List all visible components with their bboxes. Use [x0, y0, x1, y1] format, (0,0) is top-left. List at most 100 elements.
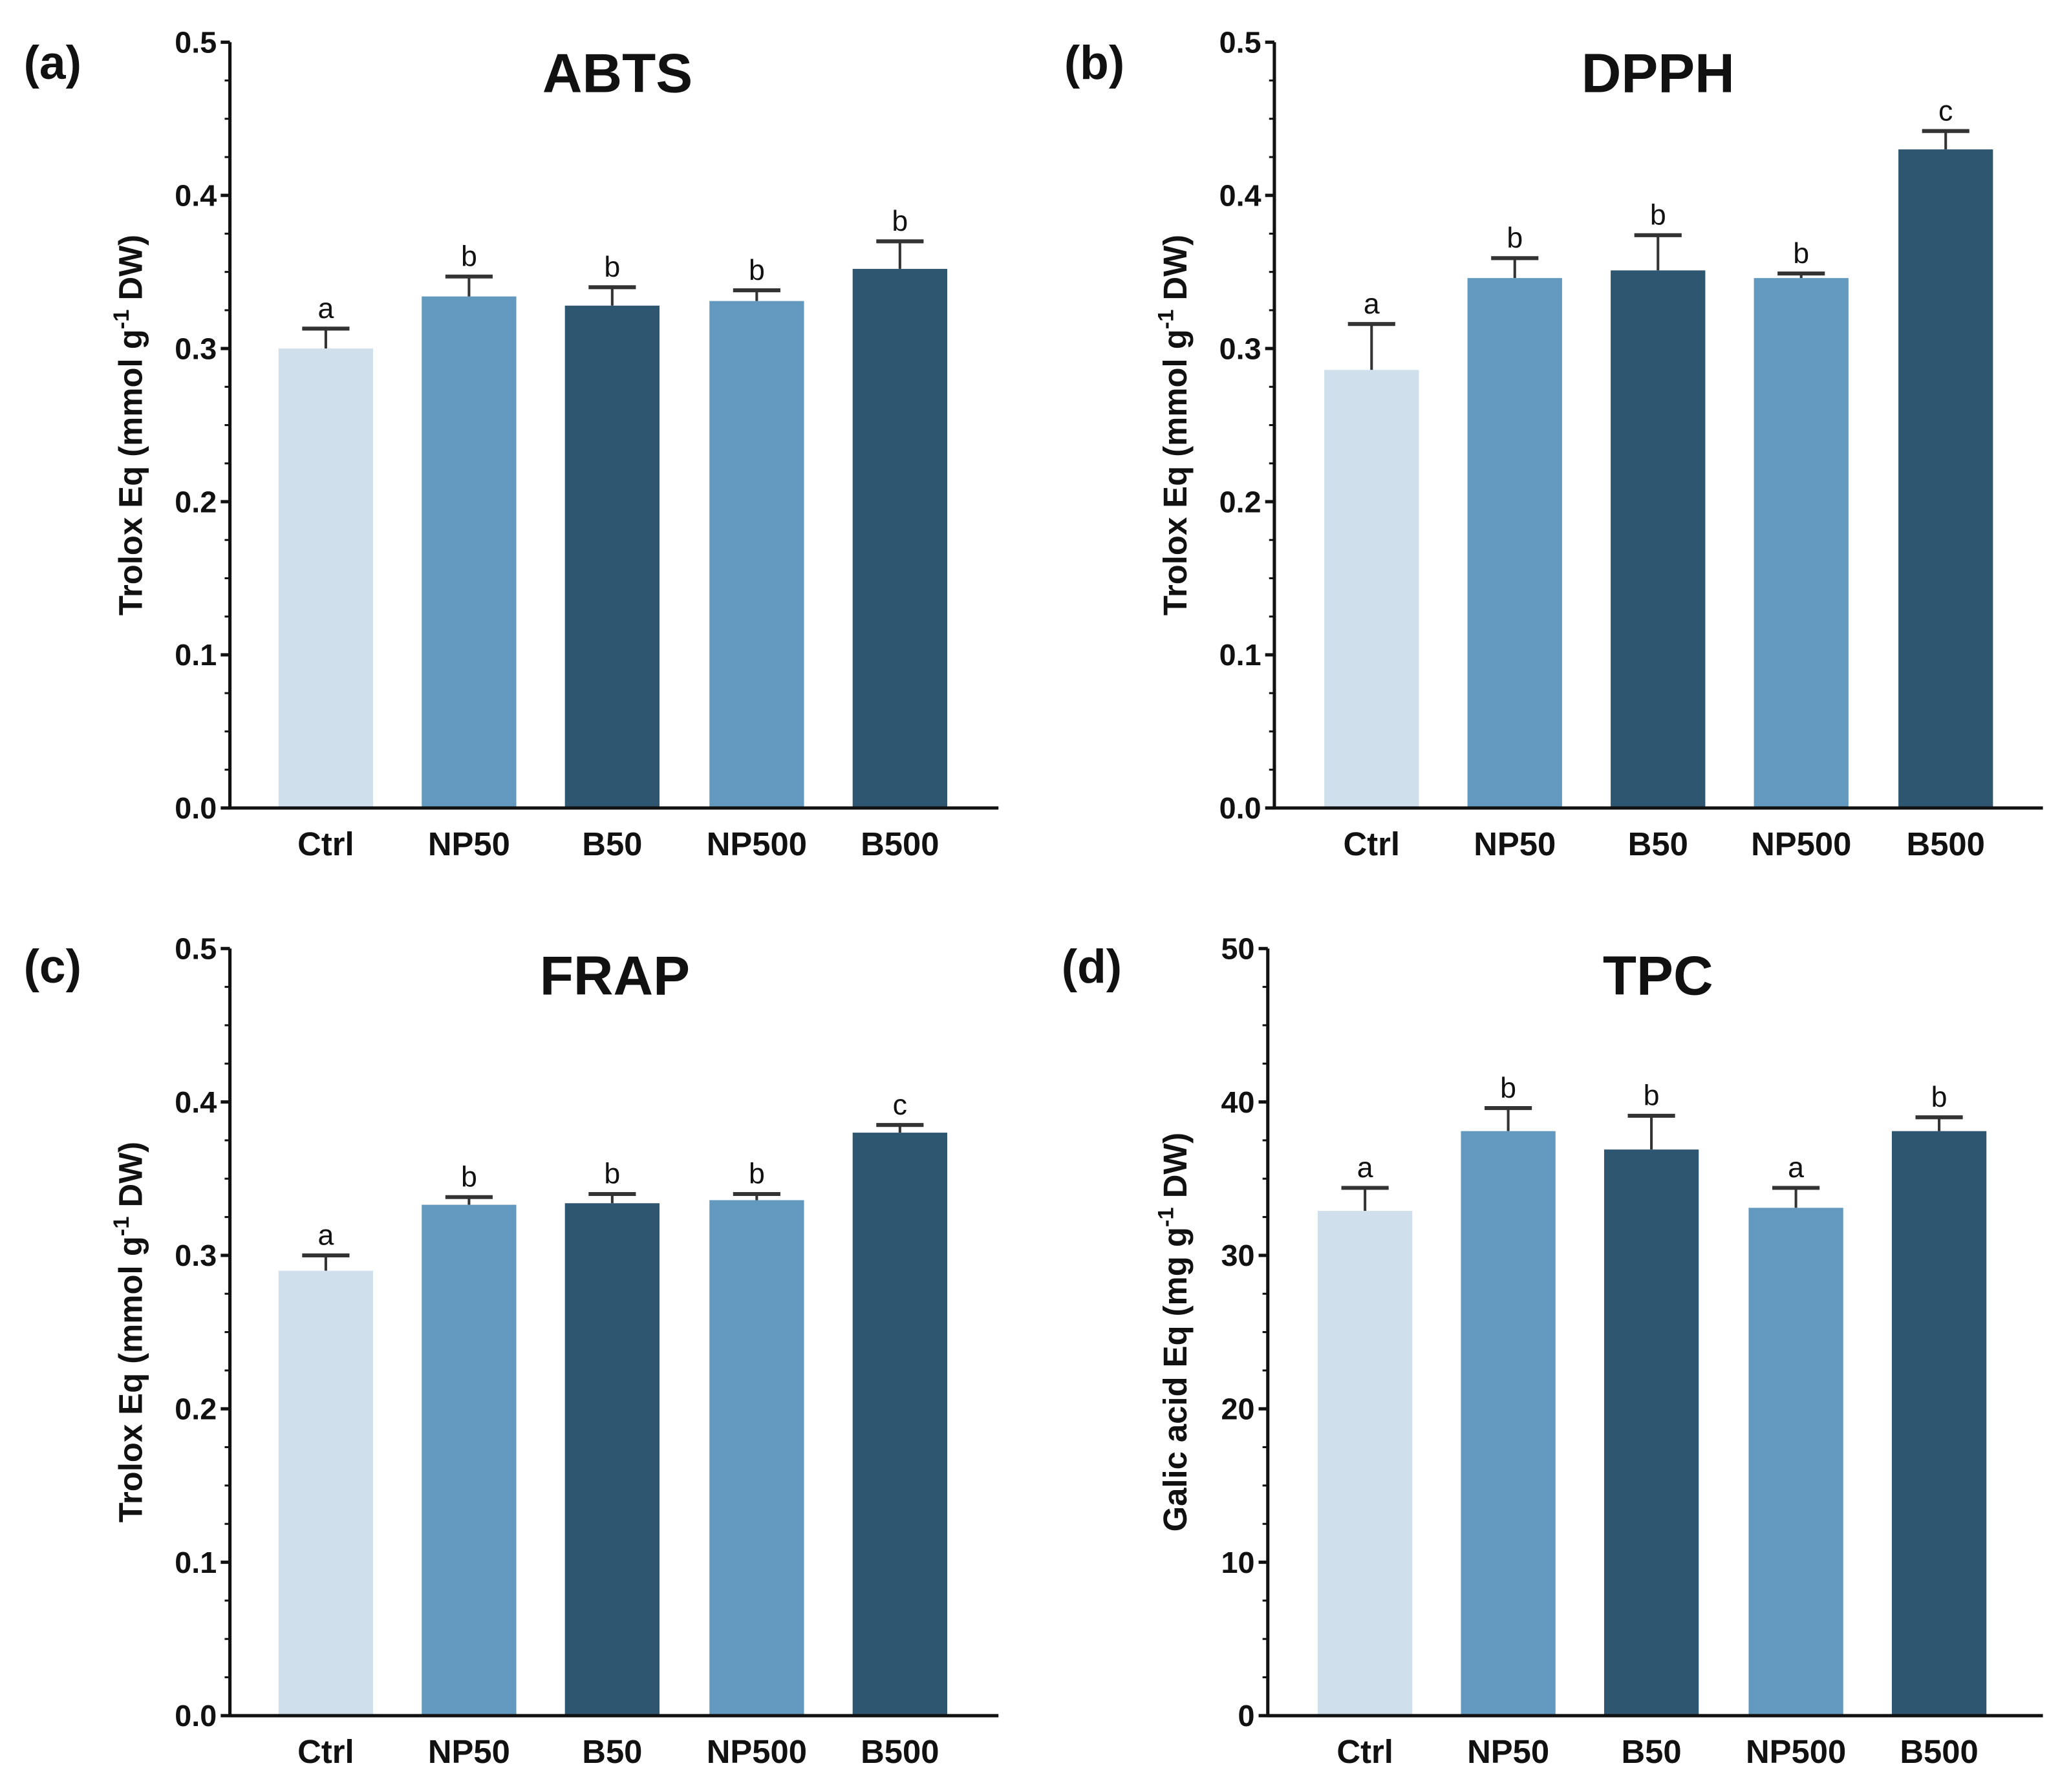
panel-label: (c)	[24, 941, 81, 993]
panel-label: (b)	[1064, 37, 1124, 89]
bar-b50	[1604, 1149, 1699, 1716]
significance-letter: c	[893, 1089, 907, 1121]
bar-ctrl	[1324, 370, 1419, 808]
x-tick-label: B50	[582, 826, 642, 862]
y-tick-label: 0.2	[1219, 485, 1261, 518]
panel-label: (a)	[24, 37, 81, 89]
y-tick-label: 0.0	[175, 791, 217, 825]
bar-b50	[564, 1203, 660, 1716]
x-tick-label: B500	[861, 1733, 939, 1770]
bar-ctrl	[278, 348, 374, 808]
significance-letter: b	[604, 1158, 620, 1190]
y-tick-label: 20	[1221, 1392, 1254, 1426]
x-tick-label: NP500	[1751, 826, 1851, 862]
x-tick-label: B50	[1628, 826, 1688, 862]
x-tick-label: NP500	[1746, 1733, 1846, 1770]
x-tick-label: NP50	[1467, 1733, 1549, 1770]
y-tick-label: 0.2	[175, 485, 217, 518]
significance-letter: a	[317, 1220, 334, 1252]
y-tick-label: 0.4	[175, 178, 217, 212]
y-tick-label: 0.5	[175, 26, 217, 59]
chart-title: ABTS	[542, 43, 692, 104]
y-tick-label: 0.3	[175, 1239, 217, 1272]
panel-tpc: (d) TPC Galic acid Eq (mg g-1 DW) a Ctrl b NP5…	[1062, 932, 2043, 1770]
bar-np500	[1748, 1208, 1843, 1716]
y-tick-label: 0.3	[175, 332, 217, 365]
x-tick-label: B50	[1621, 1733, 1681, 1770]
y-axis-label: Galic acid Eq (mg g-1 DW)	[1153, 1133, 1193, 1532]
bar-np500	[1754, 278, 1849, 808]
y-tick-label: 0.5	[175, 932, 217, 966]
bar-b500	[852, 268, 947, 808]
x-tick-label: NP50	[1474, 826, 1556, 862]
y-tick-label: 10	[1221, 1546, 1254, 1579]
x-tick-label: B500	[861, 826, 939, 862]
significance-letter: b	[1500, 1072, 1516, 1104]
y-axis-label: Trolox Eq (mmol g-1 DW)	[109, 235, 149, 615]
significance-letter: a	[1357, 1152, 1373, 1184]
x-tick-label: B50	[582, 1733, 642, 1770]
significance-letter: b	[604, 251, 620, 283]
bar-b500	[852, 1133, 947, 1716]
y-tick-label: 50	[1221, 932, 1254, 966]
bar-np500	[709, 301, 804, 808]
bar-np50	[1467, 278, 1562, 808]
panel-frap: (c) FRAP Trolox Eq (mmol g-1 DW) a Ctrl b NP50…	[24, 932, 999, 1770]
y-tick-label: 0.4	[175, 1085, 217, 1119]
chart-title: TPC	[1603, 945, 1713, 1007]
y-tick-label: 0.2	[175, 1392, 217, 1426]
y-tick-label: 0.0	[1219, 791, 1261, 825]
y-tick-label: 0.1	[175, 1546, 217, 1579]
x-tick-label: Ctrl	[1336, 1733, 1393, 1770]
x-tick-label: NP500	[707, 826, 807, 862]
y-tick-label: 0.1	[175, 638, 217, 672]
x-tick-label: NP500	[707, 1733, 807, 1770]
bar-b500	[1898, 149, 1993, 808]
significance-letter: b	[1507, 222, 1523, 254]
panel-dpph: (b) DPPH Trolox Eq (mmol g-1 DW) a Ctrl b NP50…	[1064, 26, 2043, 862]
y-tick-label: 0.0	[175, 1699, 217, 1733]
chart-title: DPPH	[1582, 43, 1735, 104]
significance-letter: c	[1938, 95, 1953, 127]
bar-np500	[709, 1200, 804, 1716]
significance-letter: b	[461, 1161, 477, 1193]
significance-letter: a	[317, 293, 334, 325]
panel-label: (d)	[1062, 941, 1122, 993]
bar-np50	[1461, 1131, 1556, 1716]
significance-letter: b	[1650, 200, 1666, 231]
significance-letter: b	[749, 255, 765, 286]
bar-ctrl	[1317, 1211, 1413, 1716]
y-tick-label: 0	[1238, 1699, 1254, 1733]
x-tick-label: B500	[1907, 826, 1985, 862]
significance-letter: b	[461, 241, 477, 273]
y-tick-label: 0.1	[1219, 638, 1261, 672]
bar-b50	[1611, 270, 1706, 808]
significance-letter: a	[1364, 288, 1380, 320]
bar-ctrl	[278, 1270, 374, 1716]
y-tick-label: 0.4	[1219, 178, 1261, 212]
x-tick-label: Ctrl	[297, 1733, 354, 1770]
y-tick-label: 40	[1221, 1085, 1254, 1119]
x-tick-label: B500	[1900, 1733, 1978, 1770]
significance-letter: b	[1793, 238, 1809, 270]
chart-title: FRAP	[540, 945, 690, 1007]
bar-np50	[422, 1204, 517, 1716]
significance-letter: b	[749, 1158, 765, 1190]
y-tick-label: 0.3	[1219, 332, 1261, 365]
bar-b500	[1891, 1131, 1987, 1716]
x-tick-label: Ctrl	[297, 826, 354, 862]
panel-abts: (a) ABTS Trolox Eq (mmol g-1 DW) a Ctrl b NP50…	[24, 26, 999, 862]
y-axis-label: Trolox Eq (mmol g-1 DW)	[109, 1142, 149, 1522]
bar-b50	[564, 305, 660, 808]
significance-letter: b	[892, 206, 908, 237]
x-tick-label: Ctrl	[1344, 826, 1400, 862]
y-tick-label: 0.5	[1219, 26, 1261, 59]
significance-letter: a	[1788, 1152, 1804, 1184]
x-tick-label: NP50	[428, 1733, 510, 1770]
bar-np50	[422, 296, 517, 808]
x-tick-label: NP50	[428, 826, 510, 862]
y-axis-label: Trolox Eq (mmol g-1 DW)	[1153, 235, 1193, 615]
y-tick-label: 30	[1221, 1239, 1254, 1272]
